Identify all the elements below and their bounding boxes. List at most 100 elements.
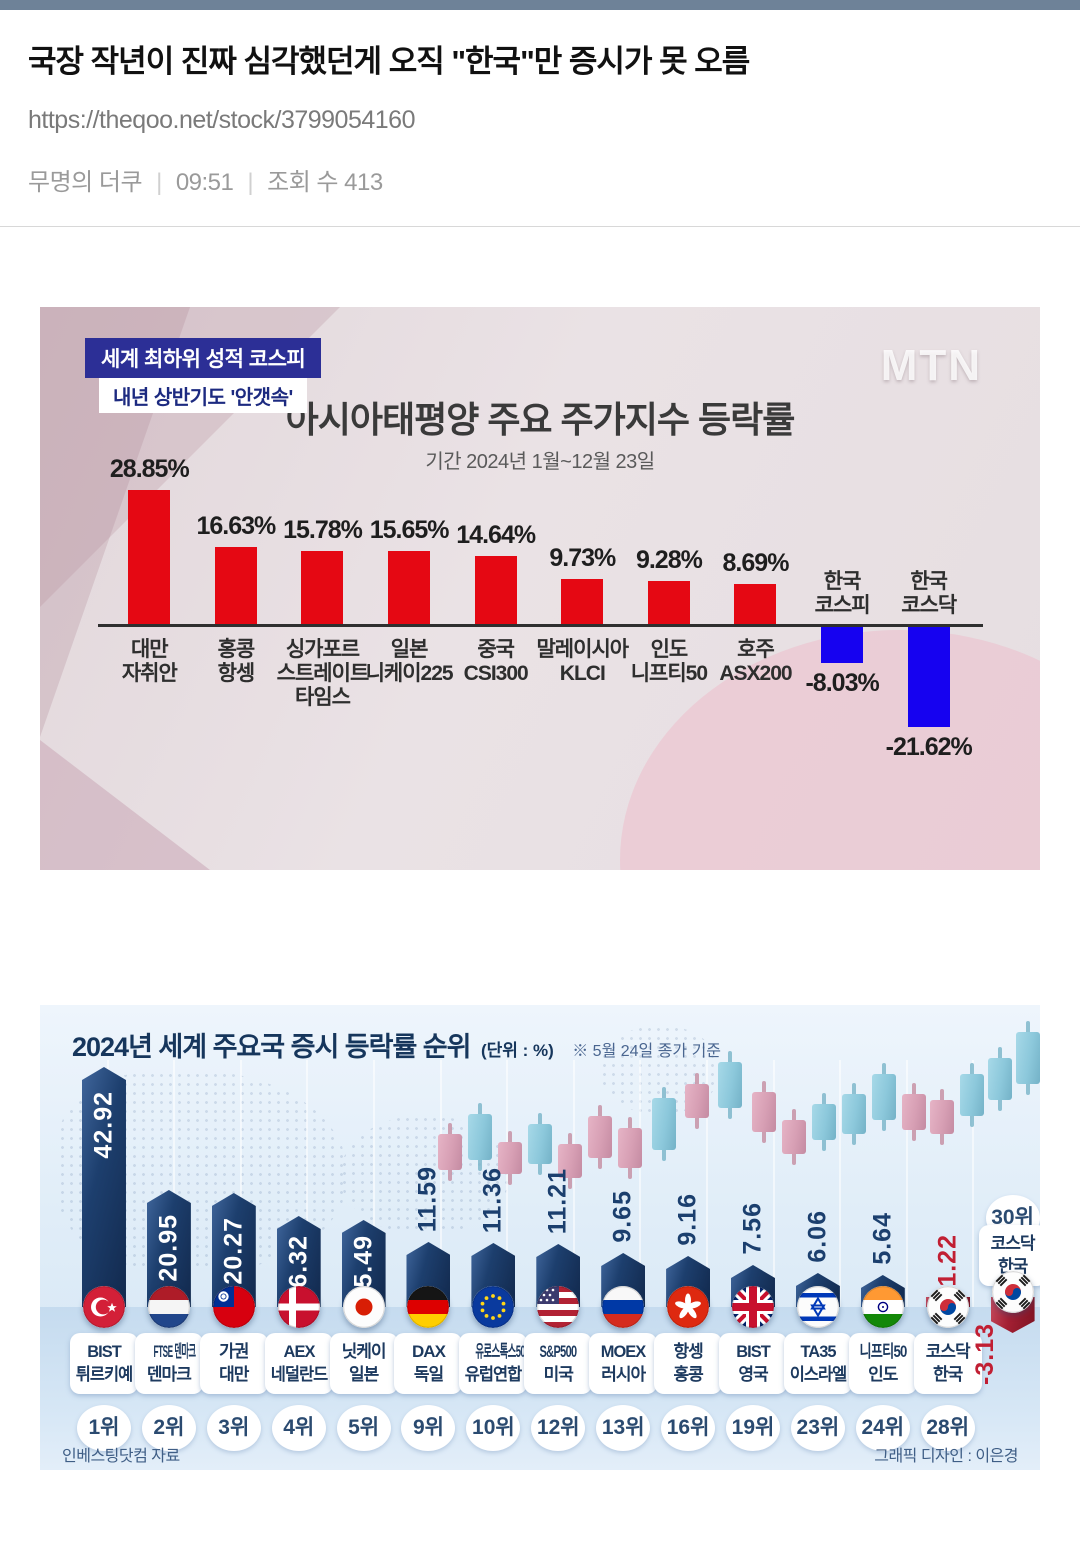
chart1-category-label: 인도 니프티50 bbox=[630, 638, 708, 686]
country-name: 미국 bbox=[543, 1364, 574, 1384]
mtn-logo: MTN bbox=[880, 341, 982, 390]
chart1-value-label: 14.64% bbox=[456, 521, 536, 549]
chart2-value-label: 7.56 bbox=[738, 1202, 767, 1255]
decor-candlestick bbox=[812, 1093, 836, 1151]
germany-flag-icon bbox=[407, 1286, 450, 1328]
chart2-note: ※ 5월 24일 종가 기준 bbox=[572, 1043, 722, 1060]
chart2-column: 6.06 TA35 이스라엘 23위 bbox=[783, 1005, 852, 1470]
chart2-column: 11.36 유로스톡스50 유럽연합 10위 bbox=[459, 1005, 528, 1470]
decor-candlestick bbox=[558, 1133, 582, 1189]
japan-flag-icon bbox=[342, 1286, 385, 1328]
chart1-category-label: 싱가포르 스트레이트 타임스 bbox=[276, 638, 370, 710]
chart2-column: 30위 코스닥 한국 -3.13 bbox=[971, 1005, 1040, 1470]
chart2-rank-badge: 28위 bbox=[920, 1405, 975, 1451]
chart1-value-label: 8.69% bbox=[722, 549, 790, 577]
country-name: 인도 bbox=[868, 1364, 898, 1384]
chart2-column: 11.59 DAX 독일 9위 bbox=[394, 1005, 463, 1470]
korea-flag-icon bbox=[926, 1286, 969, 1328]
chart1-axis-line bbox=[98, 624, 983, 627]
chart1-bar bbox=[821, 626, 864, 663]
decor-candlestick bbox=[438, 1123, 462, 1181]
chart1-category-label: 말레이시아 KLCI bbox=[536, 638, 629, 686]
index-name: TA35 bbox=[800, 1342, 836, 1361]
chart1-bar bbox=[301, 551, 344, 624]
chart2-column: 7.56 BIST 영국 19위 bbox=[718, 1005, 787, 1470]
chart1-value-label: 16.63% bbox=[196, 512, 276, 540]
index-name: BIST bbox=[87, 1342, 122, 1361]
decor-gridline bbox=[905, 1060, 908, 1307]
chart2-column: 15.49 닛케이 일본 5위 bbox=[329, 1005, 398, 1470]
chart2-value-label: -3.13 bbox=[970, 1323, 999, 1385]
chart1-column: 15.65% 일본 니케이225 bbox=[366, 307, 454, 870]
denmark-flag-icon bbox=[277, 1286, 320, 1328]
index-name: 가권 bbox=[219, 1342, 249, 1361]
chart1-bar bbox=[128, 490, 171, 624]
chart2-column: 11.21 S&P500 미국 12위 bbox=[524, 1005, 593, 1470]
chart1-column: 8.69% 호주 ASX200 bbox=[712, 307, 799, 870]
decor-gridline bbox=[506, 1060, 509, 1307]
chart2-value-label: 9.16 bbox=[673, 1193, 702, 1246]
post-meta: 무명의 더쿠 | 09:51 | 조회 수 413 bbox=[28, 162, 383, 197]
chart2-value-label: 11.36 bbox=[478, 1166, 507, 1233]
chart2-column: 9.65 MOEX 러시아 13위 bbox=[589, 1005, 658, 1470]
decor-gridline bbox=[972, 1060, 975, 1307]
israel-flag-icon bbox=[796, 1286, 839, 1328]
chart1-column: 9.73% 말레이시아 KLCI bbox=[536, 307, 629, 870]
chart1-value-label: 28.85% bbox=[109, 455, 190, 483]
chart2-rank-badge: 19위 bbox=[725, 1405, 780, 1451]
post-image-ranking-chart[interactable]: 2024년 세계 주요국 증시 등락률 순위 (단위 : %) ※ 5월 24일… bbox=[40, 1005, 1040, 1470]
chart1-bar bbox=[474, 556, 517, 624]
decor-candlestick bbox=[752, 1081, 776, 1143]
post-title: 국장 작년이 진짜 심각했던게 오직 "한국"만 증시가 못 오름 bbox=[28, 44, 750, 79]
index-name: 코스닥 bbox=[990, 1234, 1036, 1253]
chart2-column: 5.64 니프티50 인도 24위 bbox=[848, 1005, 917, 1470]
chart2-column: 42.92 BIST 튀르키예 1위 bbox=[69, 1005, 138, 1470]
uk-flag-icon bbox=[731, 1286, 774, 1328]
chart1-column: 15.78% 싱가포르 스트레이트 타임스 bbox=[277, 307, 370, 870]
chart2-column: 20.95 FTSE 덴마크 덴마크 2위 bbox=[134, 1005, 203, 1470]
chart2-index-label: 항셍 홍콩 bbox=[654, 1333, 723, 1394]
chart2-value-label: 5.64 bbox=[868, 1212, 897, 1265]
russia-flag-icon bbox=[602, 1286, 645, 1328]
chart2-rank-badge: 24위 bbox=[855, 1405, 910, 1451]
country-name: 러시아 bbox=[601, 1364, 646, 1384]
chart2-index-label: 가권 대만 bbox=[199, 1333, 268, 1394]
decor-gridline bbox=[572, 1060, 575, 1307]
country-name: 네덜란드 bbox=[270, 1364, 328, 1384]
india-flag-icon bbox=[861, 1286, 904, 1328]
decor-candlestick bbox=[842, 1083, 866, 1145]
country-name: 홍콩 bbox=[673, 1364, 703, 1384]
news-badges: 세계 최하위 성적 코스피 내년 상반기도 '안갯속' bbox=[85, 338, 322, 413]
decor-candlestick bbox=[872, 1063, 896, 1131]
chart2-value-label: 6.06 bbox=[803, 1210, 832, 1263]
decor-candlestick bbox=[618, 1117, 642, 1179]
news-badge-primary: 세계 최하위 성적 코스피 bbox=[85, 338, 322, 378]
chart1-value-label: 15.65% bbox=[369, 516, 450, 544]
chart2-rank-badge: 23위 bbox=[790, 1405, 845, 1451]
chart1-column: -8.03% 한국 코스피 bbox=[799, 307, 886, 870]
chart2-index-label: 니프티50 인도 bbox=[848, 1333, 917, 1394]
chart2-index-label: BIST 영국 bbox=[718, 1333, 787, 1394]
country-name: 일본 bbox=[348, 1364, 379, 1384]
chart1-column: 28.85% 대만 자취안 bbox=[106, 307, 193, 870]
index-name: 유로스톡스50 bbox=[475, 1342, 526, 1361]
decor-gridline bbox=[173, 1060, 176, 1307]
chart2-value-label: 11.21 bbox=[543, 1167, 572, 1234]
chart1-bar bbox=[388, 551, 431, 624]
chart2-index-label: 코스닥 한국 bbox=[913, 1333, 982, 1394]
decor-gridline bbox=[706, 1060, 708, 1307]
index-name: 니프티50 bbox=[859, 1342, 907, 1361]
chart2-index-label: FTSE 덴마크 덴마크 bbox=[134, 1333, 203, 1394]
post-image-mtn-chart[interactable]: 세계 최하위 성적 코스피 내년 상반기도 '안갯속' MTN 아시아태평양 주… bbox=[40, 307, 1040, 870]
chart1-bar bbox=[647, 581, 690, 624]
chart1-column: 9.28% 인도 니프티50 bbox=[626, 307, 713, 870]
chart2-rank-badge: 2위 bbox=[141, 1405, 196, 1451]
chart1-category-label: 홍콩 항셍 bbox=[217, 638, 256, 686]
usa-flag-icon bbox=[537, 1286, 580, 1328]
decor-candlestick bbox=[902, 1083, 926, 1141]
country-name: 한국 bbox=[933, 1364, 963, 1384]
chart1-value-label: 15.78% bbox=[283, 516, 363, 544]
post-url-link[interactable]: https://theqoo.net/stock/3799054160 bbox=[28, 106, 415, 134]
chart2-credit: 그래픽 디자인 : 이은경 bbox=[874, 1448, 1018, 1465]
index-name: DAX bbox=[412, 1342, 446, 1361]
